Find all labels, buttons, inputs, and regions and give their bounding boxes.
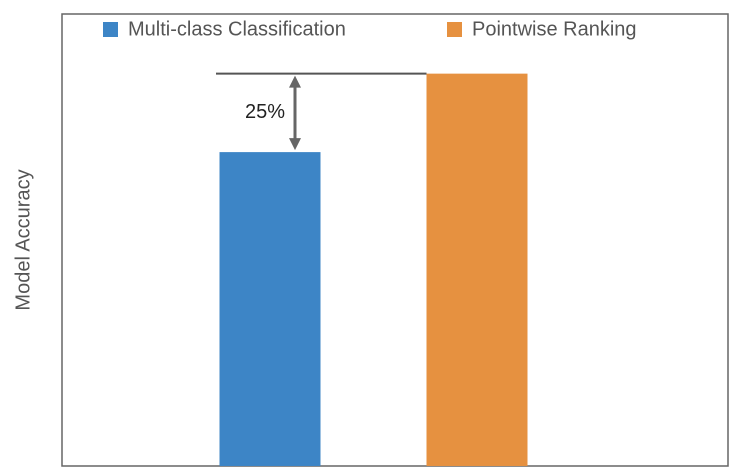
legend-swatch — [447, 22, 462, 37]
legend-swatch — [103, 22, 118, 37]
y-axis-label: Model Accuracy — [12, 169, 34, 310]
arrow-head — [289, 75, 301, 88]
bar — [219, 152, 321, 466]
arrow-head — [289, 138, 301, 151]
plot-frame — [61, 13, 729, 467]
legend-label: Pointwise Ranking — [472, 18, 637, 40]
legend-label: Multi-class Classification — [128, 18, 346, 40]
annotation: 25% — [245, 101, 285, 123]
bar — [426, 73, 528, 466]
